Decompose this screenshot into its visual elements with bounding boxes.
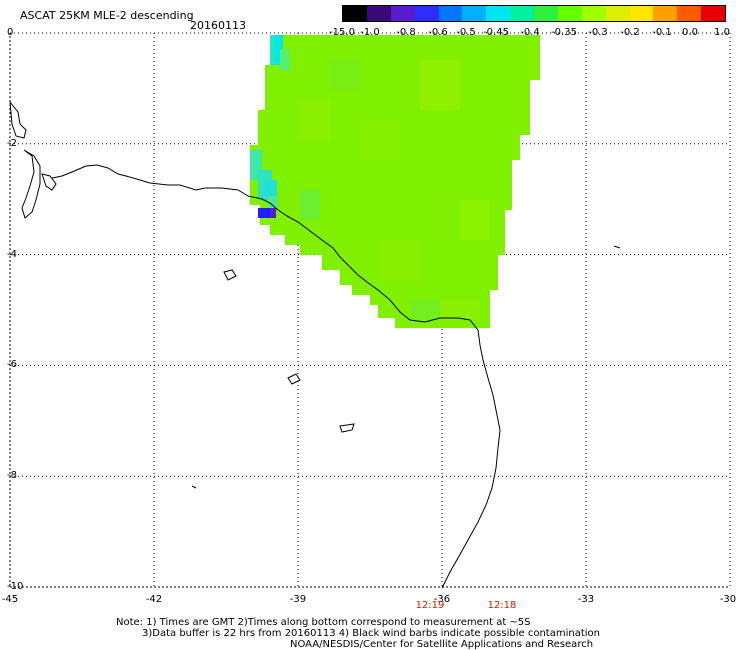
product-title: ASCAT 25KM MLE-2 descending <box>20 9 194 22</box>
latitude-tick-label: -6 <box>7 359 17 371</box>
islet-b <box>191 485 197 489</box>
colorbar-tick-label: -0.45 <box>483 27 509 38</box>
colorbar-segment <box>366 6 391 21</box>
swath-cell <box>380 240 420 280</box>
brazil-coastline <box>51 164 249 197</box>
latitude-tick-label: 0 <box>7 27 14 38</box>
colorbar-segment <box>605 6 630 21</box>
colorbar-segment <box>581 6 606 21</box>
colorbar-segment <box>438 6 463 21</box>
swath-cell <box>440 300 480 320</box>
note-line-2: 3)Data buffer is 22 hrs from 20160113 4)… <box>142 628 600 639</box>
island-north-2 <box>41 173 57 191</box>
swath-cell <box>258 208 270 218</box>
swath-cell <box>360 120 400 160</box>
latitude-tick-label: -4 <box>7 248 17 260</box>
swath-cell <box>460 200 490 240</box>
colorbar-segment <box>343 6 367 21</box>
colorbar-segment <box>390 6 415 21</box>
swath-cell <box>410 300 440 320</box>
colorbar-segment <box>653 6 678 21</box>
note-line-3: NOAA/NESDIS/Center for Satellite Applica… <box>290 639 594 650</box>
longitude-tick-label: -39 <box>289 594 307 605</box>
colorbar <box>342 5 726 22</box>
product-date: 20160113 <box>190 19 246 32</box>
islet-c <box>613 245 621 249</box>
fernando-islet <box>287 373 301 385</box>
marajo-island <box>21 149 41 219</box>
colorbar-segment <box>677 6 702 21</box>
colorbar-tick-label: -0.35 <box>551 27 577 38</box>
colorbar-segment <box>510 6 534 21</box>
colorbar-segment <box>701 6 725 21</box>
colorbar-segment <box>462 6 487 21</box>
longitude-tick-label: -45 <box>1 594 19 605</box>
swath-body <box>250 35 540 328</box>
latitude-tick-label: -2 <box>7 137 17 149</box>
swath-cell <box>300 190 320 220</box>
orbit-time-label: 12:18 <box>487 600 517 611</box>
longitude-tick-label: -33 <box>577 594 595 605</box>
longitude-tick-label: -42 <box>145 594 163 605</box>
colorbar-segment <box>414 6 439 21</box>
swath-cell <box>275 35 283 63</box>
latitude-tick-label: -8 <box>7 470 17 482</box>
islet-a <box>339 423 355 433</box>
orbit-time-label: 12:19 <box>415 600 445 611</box>
swath-cell <box>268 196 278 210</box>
scatterometer-swath <box>250 35 540 328</box>
colorbar-segment <box>557 6 582 21</box>
swath-cell <box>420 60 460 110</box>
swath-cell <box>330 60 360 90</box>
colorbar-segment <box>629 6 654 21</box>
swath-cell <box>265 180 277 200</box>
brazil-coastline-east <box>247 195 501 589</box>
note-line-1: Note: 1) Times are GMT 2)Times along bot… <box>116 617 531 628</box>
longitude-tick-label: -36 <box>433 594 451 605</box>
coastline <box>9 100 621 589</box>
latitude-tick-label: -10 <box>7 581 24 592</box>
rocas-atoll <box>223 269 237 281</box>
swath-cell <box>300 100 330 140</box>
swath-cell <box>270 208 276 218</box>
island-north-1 <box>9 100 27 139</box>
map-frame <box>9 32 731 588</box>
colorbar-segment <box>486 6 511 21</box>
colorbar-segment <box>534 6 558 21</box>
swath-cell <box>280 50 290 70</box>
longitude-tick-label: -30 <box>719 594 737 605</box>
